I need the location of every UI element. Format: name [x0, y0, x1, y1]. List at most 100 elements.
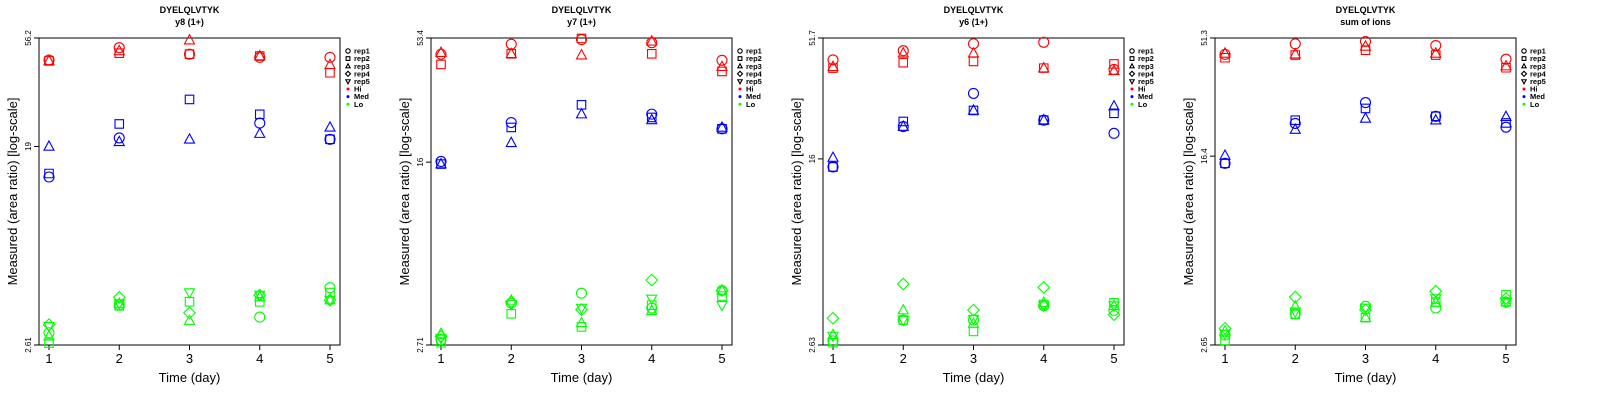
data-point-med-rep1: [1219, 157, 1231, 169]
data-point-lo-rep3: [897, 303, 910, 315]
legend-key-med: [738, 95, 742, 99]
data-point-hi-rep2: [898, 57, 909, 68]
x-tick-label: 5: [1502, 351, 1509, 366]
x-tick-label: 4: [256, 351, 263, 366]
legend-key-hi: [738, 87, 742, 91]
data-point-hi-rep3: [645, 34, 658, 46]
data-point-lo-rep1: [324, 282, 336, 294]
data-point-lo-rep2: [506, 308, 517, 319]
data-point-hi-rep3: [253, 49, 266, 61]
chart-panel-2: DYELQLVTYK y7 (1+) 2.71 16 53.4 1 2 3 4 5 Time (da…: [397, 5, 763, 385]
data-point-lo-rep4: [1499, 291, 1513, 306]
chart-subtitle: y6 (1+): [959, 17, 988, 27]
data-point-med-rep1: [967, 87, 980, 99]
legend-key-rep4: [344, 70, 352, 78]
data-point-lo-rep4: [1218, 321, 1232, 335]
legend-key-rep2: [1521, 56, 1527, 62]
chart-title: DYELQLVTYK: [1336, 5, 1396, 15]
legend-label-lo: Lo: [1138, 100, 1148, 109]
data-point-med-rep1: [254, 117, 266, 129]
x-tick-label: 2: [1292, 351, 1299, 366]
legend-label-rep2: rep2: [1138, 54, 1154, 63]
data-point-med-rep3: [716, 120, 728, 132]
legend-key-hi: [346, 87, 350, 91]
data-point-med-rep1: [505, 116, 517, 129]
legend-key-rep5: [736, 79, 744, 85]
data-point-hi-rep1: [1500, 53, 1512, 65]
data-point-lo-rep5: [575, 303, 588, 315]
data-point-lo-rep4: [645, 273, 659, 287]
legend-label-rep5: rep5: [1138, 77, 1154, 86]
data-point-med-rep3: [575, 107, 588, 119]
x-tick-label: 3: [186, 351, 193, 366]
data-point-med-rep3: [645, 113, 658, 125]
legend-key-rep4: [736, 70, 744, 78]
y-tick-label: 2.65: [1200, 337, 1209, 353]
data-point-lo-rep5: [897, 315, 910, 327]
data-point-hi-rep1: [113, 42, 125, 54]
chart-subtitle: sum of ions: [1340, 17, 1391, 27]
data-point-lo-rep2: [717, 291, 727, 301]
data-point-med-rep1: [827, 161, 839, 173]
data-point-med-rep3: [43, 139, 55, 151]
data-point-lo-rep4: [1107, 308, 1121, 322]
data-point-med-rep3: [897, 119, 910, 131]
data-point-hi-rep3: [435, 46, 447, 57]
data-point-hi-rep1: [646, 37, 658, 49]
data-point-lo-rep5: [1500, 297, 1512, 309]
legend-label-rep2: rep2: [746, 54, 762, 63]
data-point-hi-rep1: [716, 54, 728, 66]
data-point-lo-rep3: [645, 304, 658, 316]
data-point-med-rep3: [253, 126, 266, 138]
legend-label-lo: Lo: [1530, 100, 1540, 109]
data-point-hi-rep3: [183, 33, 196, 45]
data-point-hi-rep3: [505, 47, 518, 59]
data-point-med-rep3: [1289, 122, 1302, 134]
legend-key-rep3: [736, 62, 744, 69]
data-point-hi-rep3: [43, 54, 55, 66]
data-point-med-rep1: [43, 171, 55, 183]
data-point-med-rep1: [1500, 121, 1512, 133]
y-tick-label: 2.61: [24, 337, 33, 353]
y-tick-label: 56.2: [24, 30, 33, 46]
legend-key-rep1: [1521, 48, 1527, 54]
legend-label-rep4: rep4: [746, 69, 763, 78]
chart-panel-4: DYELQLVTYK sum of ions 2.65 16.4 51.3 1 2 3 4 5 Ti…: [1181, 5, 1547, 385]
data-point-lo-rep3: [113, 296, 126, 308]
legend-key-hi: [1130, 87, 1134, 91]
data-point-hi-rep2: [1430, 50, 1441, 60]
data-point-med-rep3: [1359, 111, 1372, 123]
y-axis-label: Measured (area ratio) [log-scale]: [789, 98, 804, 286]
data-point-lo-rep5: [435, 333, 447, 345]
legend-label-med: Med: [1530, 92, 1545, 101]
legend-key-rep4: [1128, 70, 1136, 78]
chart-title: DYELQLVTYK: [552, 5, 612, 15]
data-point-med-rep1: [435, 155, 447, 168]
data-point-med-rep1: [716, 123, 728, 135]
y-tick-label: 16: [808, 154, 817, 163]
data-point-lo-rep1: [1108, 304, 1120, 316]
data-point-hi-rep2: [436, 59, 446, 70]
x-tick-label: 2: [116, 351, 123, 366]
data-point-med-rep3: [183, 132, 196, 144]
data-point-med-rep2: [576, 100, 587, 110]
data-point-med-rep2: [1220, 158, 1230, 169]
x-axis-label: Time (day): [943, 370, 1005, 385]
legend-key-med: [1522, 95, 1526, 99]
data-point-lo-rep4: [966, 303, 981, 317]
data-point-hi-rep1: [1219, 48, 1231, 60]
legend-label-hi: Hi: [354, 85, 362, 94]
x-tick-label: 1: [1221, 351, 1228, 366]
data-point-lo-rep5: [43, 321, 55, 333]
data-point-med-rep3: [1219, 148, 1231, 160]
data-point-lo-rep5: [827, 331, 839, 343]
data-point-hi-rep3: [1359, 39, 1372, 51]
data-point-med-rep2: [1109, 108, 1119, 119]
data-point-lo-rep4: [574, 303, 589, 317]
x-tick-label: 5: [718, 351, 725, 366]
data-point-hi-rep3: [1108, 64, 1120, 76]
chart-title: DYELQLVTYK: [944, 5, 1004, 15]
legend-key-rep1: [1129, 48, 1135, 54]
data-point-med-rep3: [1037, 113, 1050, 125]
data-point-hi-rep2: [1360, 45, 1371, 56]
